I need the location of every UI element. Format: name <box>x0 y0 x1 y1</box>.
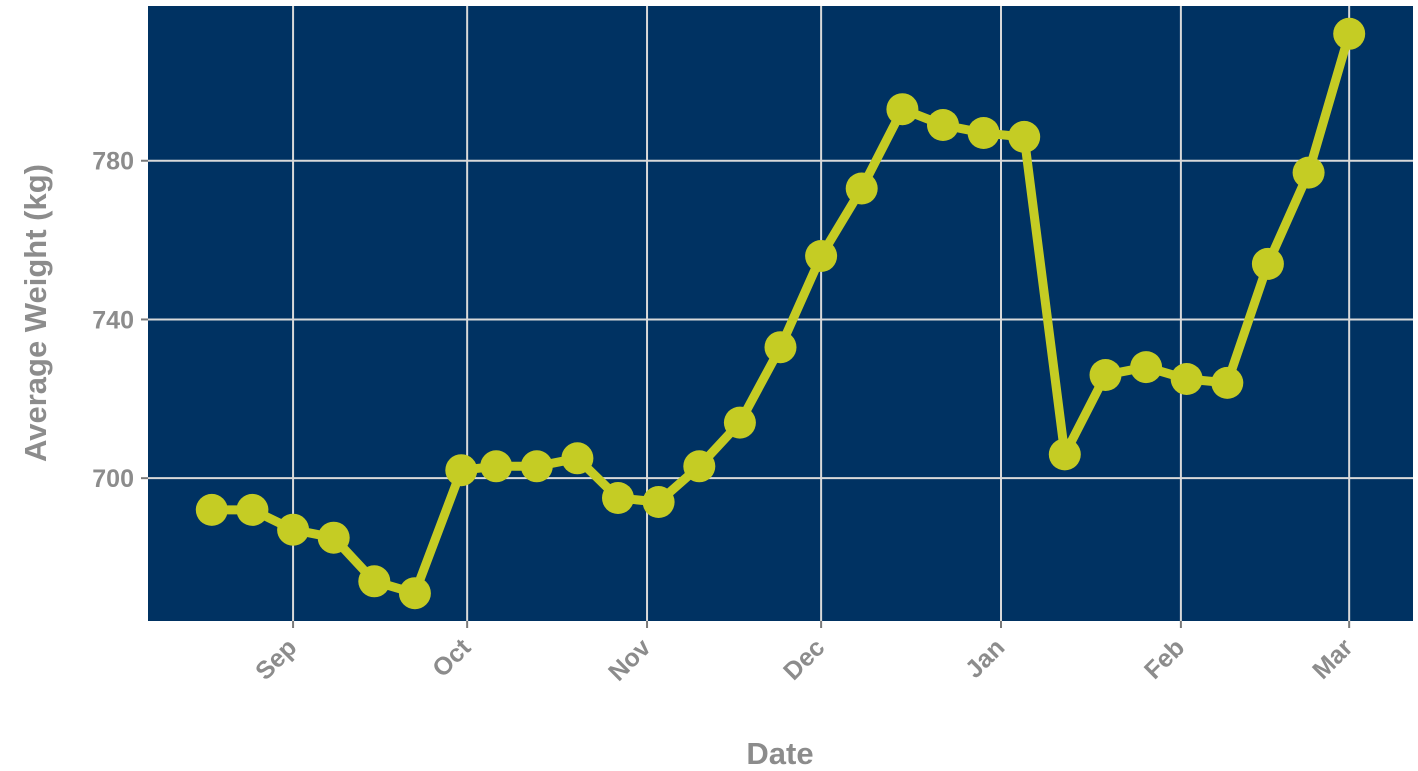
y-tick-label: 780 <box>92 148 134 176</box>
y-tick-label: 740 <box>92 306 134 334</box>
data-point <box>236 493 269 526</box>
data-point <box>561 442 594 475</box>
data-point <box>480 450 513 483</box>
data-point <box>317 521 350 554</box>
data-point <box>398 577 431 610</box>
data-series <box>195 17 1366 610</box>
data-point <box>445 454 478 487</box>
data-point <box>1333 17 1366 50</box>
data-point <box>602 482 634 514</box>
x-tick-label: Nov <box>603 633 656 686</box>
data-point <box>1130 351 1163 384</box>
data-point <box>1048 438 1081 471</box>
data-point <box>805 240 838 272</box>
data-point <box>1170 363 1203 395</box>
x-tick-label: Sep <box>250 633 302 685</box>
y-tick-label: 700 <box>92 465 134 493</box>
data-point <box>1211 366 1244 399</box>
data-point <box>195 493 228 526</box>
x-tick-label: Jan <box>960 633 1010 683</box>
data-point <box>764 331 797 364</box>
data-point <box>358 565 391 598</box>
data-point <box>642 486 675 518</box>
x-tick-label: Feb <box>1139 633 1190 684</box>
x-tick-label: Mar <box>1307 633 1358 684</box>
data-point <box>927 109 959 141</box>
x-axis-title: Date <box>746 736 813 771</box>
x-axis-tick-labels: Sep Oct Nov Dec Jan Feb Mar <box>250 633 1359 687</box>
y-axis-title: Average Weight (kg) <box>18 164 53 462</box>
data-point <box>1089 359 1122 391</box>
x-tick-label: Dec <box>778 633 830 685</box>
data-point <box>683 450 716 483</box>
data-point <box>967 117 1000 149</box>
data-point <box>886 93 919 126</box>
data-point <box>1292 156 1325 189</box>
y-axis-tick-labels: 700 740 780 <box>92 148 134 493</box>
axis-ticks <box>141 159 1351 628</box>
data-point <box>1008 120 1041 153</box>
data-point <box>723 406 756 439</box>
data-point <box>1251 247 1284 280</box>
x-tick-label: Oct <box>427 633 477 683</box>
data-point <box>520 450 553 483</box>
data-point <box>277 513 310 546</box>
gridlines <box>148 6 1413 621</box>
data-point <box>845 172 878 205</box>
plot-panel <box>148 6 1413 621</box>
